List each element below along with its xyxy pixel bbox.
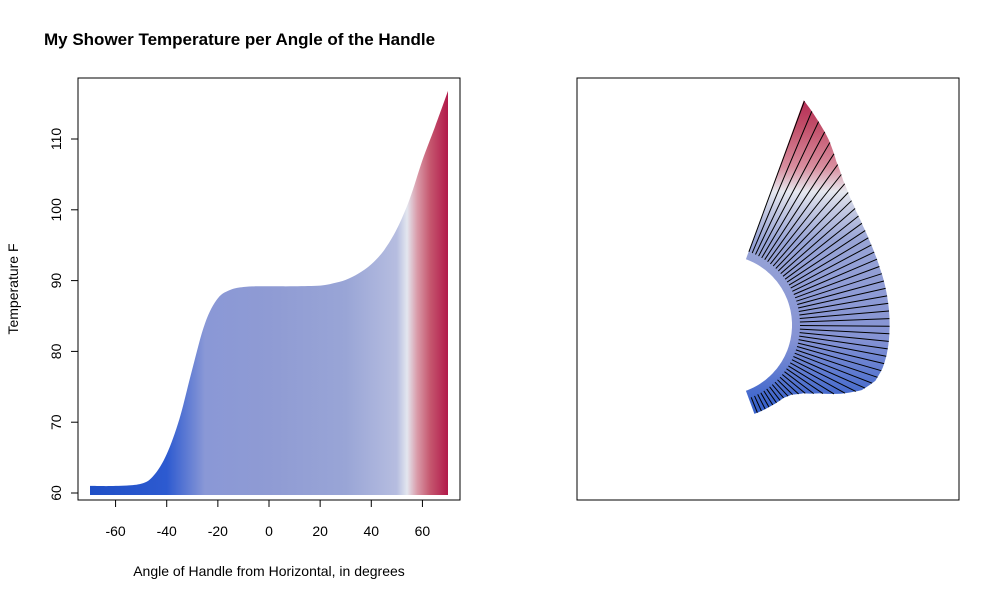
fan-ray — [795, 349, 878, 378]
chart-title: My Shower Temperature per Angle of the H… — [44, 30, 436, 49]
fan-ray — [774, 381, 789, 397]
fan-ray — [782, 215, 859, 277]
y-tick-label: 90 — [48, 273, 64, 289]
fan-ray — [772, 183, 846, 267]
fan-ray — [786, 368, 824, 395]
fan-ray — [771, 384, 784, 399]
fan-ray — [786, 230, 866, 283]
fan-ray — [789, 362, 846, 394]
fan-ray — [777, 379, 793, 395]
fan-ray — [784, 222, 863, 280]
x-tick-label: -40 — [157, 523, 177, 539]
x-axis: -60 -40 -20 0 20 40 60 — [105, 499, 431, 539]
fan-ray — [770, 174, 842, 265]
fan-ray — [794, 352, 873, 384]
fan-ray — [798, 339, 887, 357]
x-tick-label: 40 — [363, 523, 379, 539]
fan-ray — [799, 325, 890, 327]
y-axis-label: Temperature F — [5, 243, 21, 334]
y-tick-label: 80 — [48, 343, 64, 359]
fan-ray — [777, 200, 852, 272]
fan-ray — [797, 287, 886, 309]
fan-ray — [799, 302, 889, 316]
fan-ray — [796, 273, 882, 302]
fan-ray — [794, 266, 880, 299]
fan-ray — [761, 142, 831, 259]
x-tick-label: 60 — [415, 523, 431, 539]
y-tick-label: 100 — [48, 198, 64, 222]
fan-ray — [799, 318, 890, 323]
fan-rays — [748, 100, 890, 413]
right-plot-frame — [576, 77, 960, 501]
fan-ray — [793, 258, 878, 295]
fan-ray — [751, 111, 813, 254]
fan-ray — [767, 164, 839, 262]
fan-ray — [784, 371, 815, 395]
fan-ray — [791, 359, 857, 392]
x-tick-label: -20 — [208, 523, 228, 539]
y-tick-label: 60 — [48, 485, 64, 501]
fan-ray — [748, 100, 805, 252]
fan-ray — [799, 328, 890, 335]
y-tick-label: 110 — [48, 128, 64, 151]
fan-ray — [797, 342, 885, 365]
fan-ray — [788, 365, 835, 395]
fan-ray — [769, 386, 781, 401]
fan-ray — [750, 397, 758, 413]
fan-ray — [798, 295, 888, 312]
temperature-area — [90, 90, 448, 496]
polar-fan — [745, 100, 890, 414]
fan-ray — [758, 131, 826, 257]
fan-ray — [779, 376, 799, 395]
x-tick-label: -60 — [105, 523, 125, 539]
x-tick-label: 20 — [312, 523, 328, 539]
fan-ray — [790, 244, 872, 289]
y-axis: 60 70 80 90 100 110 — [48, 128, 79, 501]
fan-ray — [797, 280, 885, 305]
fan-ray — [764, 153, 835, 260]
fan-ray — [763, 390, 774, 406]
fan-ray — [796, 346, 882, 372]
fan-ray — [799, 332, 889, 342]
fan-ray — [760, 392, 770, 408]
fan-ray — [775, 192, 849, 269]
fan-ray — [793, 356, 866, 389]
fan-ray — [780, 208, 856, 274]
fan-ray — [766, 388, 777, 404]
x-tick-label: 0 — [265, 523, 273, 539]
fan-ray — [781, 374, 806, 394]
fan-ray — [755, 121, 820, 255]
x-axis-label: Angle of Handle from Horizontal, in degr… — [133, 563, 405, 579]
y-tick-label: 70 — [48, 414, 64, 430]
fan-ray — [754, 395, 762, 412]
fan-ray — [757, 394, 766, 410]
fan-ray — [799, 310, 890, 319]
fan-ray — [799, 335, 888, 350]
fan-ray — [788, 237, 869, 286]
fan-ray — [792, 251, 875, 292]
